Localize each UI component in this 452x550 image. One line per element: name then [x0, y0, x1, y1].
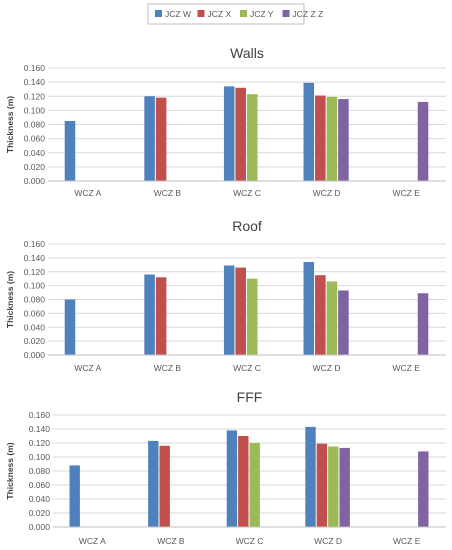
bar-jcz-z-z-wcz-d	[338, 290, 349, 355]
y-tick-label: 0.100	[24, 105, 46, 115]
bar-jcz-x-wcz-b	[155, 97, 167, 181]
bar-jcz-x-wcz-d	[315, 275, 326, 355]
x-tick-label: WCZ D	[313, 363, 341, 373]
x-tick-label: WCZ B	[157, 536, 185, 546]
bar-jcz-y-wcz-c	[249, 443, 260, 527]
y-tick-label: 0.000	[24, 350, 46, 360]
legend-label-jcz-w: JCZ W	[165, 9, 191, 19]
bar-jcz-z-z-wcz-d	[338, 99, 349, 181]
bar-jcz-z-z-wcz-e	[418, 451, 429, 527]
x-tick-label: WCZ E	[393, 536, 421, 546]
y-tick-label: 0.060	[29, 480, 51, 490]
x-tick-label: WCZ E	[393, 188, 421, 198]
y-tick-label: 0.040	[24, 148, 46, 158]
bar-jcz-x-wcz-d	[315, 95, 326, 181]
y-tick-label: 0.020	[24, 336, 46, 346]
legend-swatch-jcz-x	[197, 10, 205, 17]
legend-label-jcz-y: JCZ Y	[250, 9, 274, 19]
y-tick-label: 0.120	[29, 438, 51, 448]
x-tick-label: WCZ C	[233, 188, 261, 198]
bar-jcz-x-wcz-d	[316, 443, 328, 527]
bar-jcz-y-wcz-c	[247, 278, 258, 355]
y-tick-label: 0.120	[24, 91, 46, 101]
bar-jcz-z-z-wcz-e	[417, 293, 429, 355]
y-tick-label: 0.160	[24, 63, 46, 73]
legend: JCZ W JCZ X JCZ Y JCZ Z Z	[147, 3, 324, 25]
bar-jcz-w-wcz-b	[144, 274, 155, 355]
chart-fff: FFF Thickness (m) 0.000 0.020 0.040 0.060 0.08…	[5, 389, 446, 546]
x-tick-label: WCZ A	[79, 536, 106, 546]
y-tick-label: 0.020	[29, 508, 51, 518]
bar-jcz-z-z-wcz-e	[417, 101, 429, 181]
bar-jcz-w-wcz-c	[223, 86, 235, 181]
y-tick-label: 0.160	[24, 239, 46, 249]
bar-jcz-w-wcz-d	[303, 262, 315, 355]
x-tick-label: WCZ A	[74, 363, 101, 373]
y-tick-label: 0.120	[24, 267, 46, 277]
bar-jcz-y-wcz-d	[326, 96, 338, 181]
chart-title: FFF	[237, 389, 263, 405]
x-tick-label: WCZ B	[154, 188, 182, 198]
y-axis-label: Thickness (m)	[5, 96, 15, 153]
bar-jcz-w-wcz-b	[144, 96, 155, 181]
x-tick-label: WCZ B	[154, 363, 182, 373]
bar-jcz-y-wcz-d	[328, 446, 339, 527]
x-tick-label: WCZ C	[236, 536, 264, 546]
bar-jcz-w-wcz-a	[64, 299, 76, 355]
bar-jcz-x-wcz-c	[235, 267, 246, 355]
bar-jcz-y-wcz-d	[326, 281, 338, 355]
y-tick-label: 0.060	[24, 308, 46, 318]
bar-jcz-z-z-wcz-d	[339, 447, 350, 527]
y-tick-label: 0.000	[24, 176, 46, 186]
y-tick-label: 0.100	[24, 281, 46, 291]
x-tick-label: WCZ D	[314, 536, 342, 546]
x-tick-label: WCZ A	[74, 188, 101, 198]
bar-jcz-x-wcz-c	[235, 87, 246, 181]
charts: Walls Thickness (m) 0.000 0.020 0.040 0.060 0.…	[5, 45, 446, 546]
bar-jcz-w-wcz-b	[148, 440, 159, 527]
y-tick-label: 0.140	[24, 253, 46, 263]
y-tick-label: 0.000	[29, 522, 51, 532]
x-tick-label: WCZ E	[393, 363, 421, 373]
x-tick-label: WCZ D	[313, 188, 341, 198]
y-tick-label: 0.140	[24, 77, 46, 87]
bar-jcz-y-wcz-c	[247, 94, 258, 181]
legend-swatch-jcz-w	[155, 10, 162, 17]
y-tick-label: 0.160	[29, 410, 51, 420]
y-tick-label: 0.080	[24, 120, 46, 130]
legend-box	[147, 3, 305, 25]
bar-jcz-w-wcz-a	[64, 120, 76, 181]
y-tick-label: 0.080	[29, 466, 51, 476]
chart-roof: Roof Thickness (m) 0.000 0.020 0.040 0.060 0.0…	[5, 218, 446, 373]
y-tick-label: 0.020	[24, 162, 46, 172]
legend-label-jcz-z-z: JCZ Z Z	[293, 9, 324, 19]
bar-jcz-w-wcz-c	[223, 265, 235, 355]
legend-label-jcz-x: JCZ X	[208, 9, 232, 19]
chart-walls: Walls Thickness (m) 0.000 0.020 0.040 0.060 0.…	[5, 45, 446, 198]
y-axis-label: Thickness (m)	[5, 271, 15, 328]
bar-jcz-x-wcz-b	[155, 277, 167, 355]
bar-jcz-x-wcz-c	[238, 436, 249, 527]
y-tick-label: 0.040	[24, 322, 46, 332]
chart-title: Walls	[230, 45, 264, 61]
y-axis-label: Thickness (m)	[5, 442, 15, 499]
bar-jcz-w-wcz-c	[226, 430, 238, 527]
bar-jcz-x-wcz-b	[159, 445, 170, 527]
y-tick-label: 0.060	[24, 134, 46, 144]
y-tick-label: 0.140	[29, 424, 51, 434]
y-tick-label: 0.080	[24, 295, 46, 305]
bar-jcz-w-wcz-d	[305, 426, 316, 527]
chart-title: Roof	[232, 218, 262, 234]
legend-swatch-jcz-y	[240, 10, 247, 17]
y-tick-label: 0.040	[29, 494, 51, 504]
bar-jcz-w-wcz-d	[303, 82, 315, 181]
bar-jcz-w-wcz-a	[69, 465, 80, 527]
x-tick-label: WCZ C	[233, 363, 261, 373]
y-tick-label: 0.100	[29, 452, 51, 462]
legend-swatch-jcz-z-z	[282, 10, 290, 17]
